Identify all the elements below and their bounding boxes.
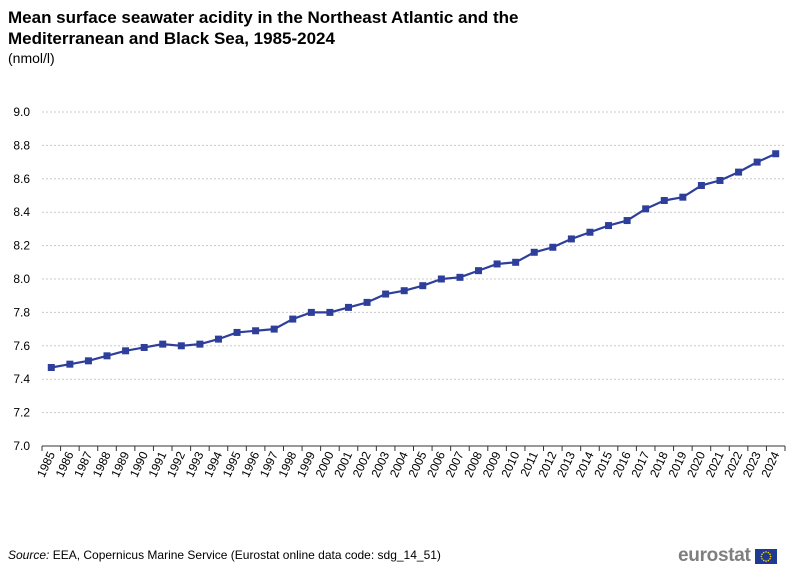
- data-point: [660, 197, 668, 205]
- data-point: [140, 343, 148, 351]
- eu-flag-icon: [754, 548, 777, 564]
- data-point: [623, 217, 631, 225]
- data-point: [307, 308, 315, 316]
- data-point: [289, 315, 297, 323]
- data-point: [697, 181, 705, 189]
- data-point: [84, 357, 92, 365]
- data-point: [103, 352, 111, 360]
- data-point: [679, 193, 687, 201]
- eurostat-logo: eurostat: [678, 545, 777, 567]
- data-point: [419, 282, 427, 290]
- data-point: [716, 176, 724, 184]
- data-point: [177, 342, 185, 350]
- source-text: EEA, Copernicus Marine Service (Eurostat…: [49, 548, 441, 562]
- y-tick-label: 8.0: [13, 272, 30, 286]
- data-point: [549, 243, 557, 251]
- unit-label: (nmol/l): [8, 50, 55, 66]
- data-point: [196, 340, 204, 348]
- data-point: [512, 258, 520, 266]
- data-point: [437, 275, 445, 283]
- logo-text: eurostat: [678, 545, 751, 566]
- x-tick-label: 2024: [758, 449, 782, 479]
- data-point: [122, 347, 130, 355]
- data-point: [493, 260, 501, 268]
- data-point: [567, 235, 575, 243]
- data-point: [735, 168, 743, 176]
- source-note: Source: EEA, Copernicus Marine Service (…: [8, 548, 441, 562]
- data-point: [530, 248, 538, 256]
- data-point: [214, 335, 222, 343]
- y-tick-label: 7.6: [13, 339, 30, 353]
- data-point: [382, 290, 390, 298]
- data-point: [270, 325, 278, 333]
- data-point: [47, 364, 55, 372]
- data-point: [252, 327, 260, 335]
- line-chart: 7.07.27.47.67.88.08.28.48.68.89.01985198…: [13, 105, 786, 479]
- data-point: [475, 267, 483, 275]
- data-point: [400, 287, 408, 295]
- chart-title: Mean surface seawater acidity in the Nor…: [8, 8, 519, 48]
- data-point: [159, 340, 167, 348]
- y-tick-label: 8.8: [13, 138, 30, 152]
- x-tick-label: 2010: [498, 449, 522, 479]
- y-tick-label: 7.4: [13, 372, 30, 386]
- data-point: [344, 303, 352, 311]
- source-label: Source:: [8, 548, 50, 562]
- y-tick-label: 7.2: [13, 406, 30, 420]
- data-point: [66, 360, 74, 368]
- data-point: [605, 222, 613, 230]
- y-tick-label: 8.6: [13, 172, 30, 186]
- data-point: [586, 228, 594, 236]
- data-point: [456, 273, 464, 281]
- data-point: [772, 150, 780, 158]
- data-point: [233, 328, 241, 336]
- series-line: [51, 152, 777, 369]
- y-tick-label: 7.8: [13, 305, 30, 319]
- y-tick-label: 9.0: [13, 105, 30, 119]
- y-tick-label: 7.0: [13, 439, 30, 453]
- data-point: [642, 205, 650, 213]
- y-tick-label: 8.4: [13, 205, 30, 219]
- data-point: [363, 298, 371, 306]
- y-tick-label: 8.2: [13, 239, 30, 253]
- data-point: [753, 158, 761, 166]
- data-point: [326, 308, 334, 316]
